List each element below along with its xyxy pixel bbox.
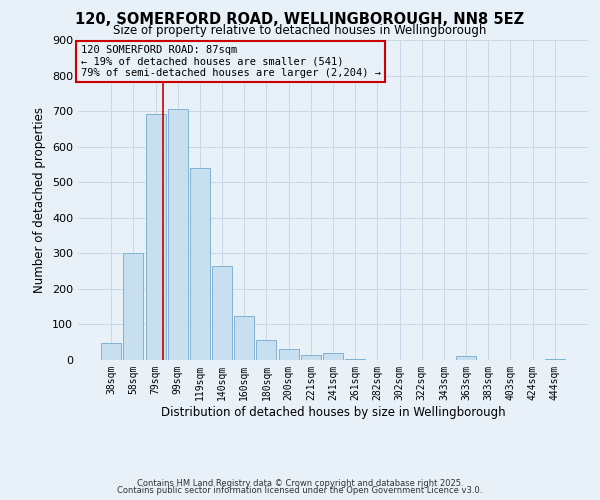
Bar [234, 316, 254, 360]
Bar [323, 353, 343, 360]
Bar [345, 359, 365, 360]
Bar [101, 344, 121, 360]
Text: 120 SOMERFORD ROAD: 87sqm
← 19% of detached houses are smaller (541)
79% of semi: 120 SOMERFORD ROAD: 87sqm ← 19% of detac… [80, 45, 380, 78]
Text: 120, SOMERFORD ROAD, WELLINGBOROUGH, NN8 5EZ: 120, SOMERFORD ROAD, WELLINGBOROUGH, NN8… [76, 12, 524, 28]
Bar [256, 340, 277, 360]
Bar [456, 356, 476, 360]
Text: Size of property relative to detached houses in Wellingborough: Size of property relative to detached ho… [113, 24, 487, 37]
Bar [146, 114, 166, 360]
Y-axis label: Number of detached properties: Number of detached properties [34, 107, 46, 293]
Bar [301, 354, 321, 360]
Bar [190, 168, 210, 360]
Text: Contains HM Land Registry data © Crown copyright and database right 2025.: Contains HM Land Registry data © Crown c… [137, 478, 463, 488]
Bar [212, 266, 232, 360]
Bar [278, 350, 299, 360]
Bar [168, 109, 188, 360]
Text: Contains public sector information licensed under the Open Government Licence v3: Contains public sector information licen… [118, 486, 482, 495]
Bar [124, 254, 143, 360]
X-axis label: Distribution of detached houses by size in Wellingborough: Distribution of detached houses by size … [161, 406, 505, 418]
